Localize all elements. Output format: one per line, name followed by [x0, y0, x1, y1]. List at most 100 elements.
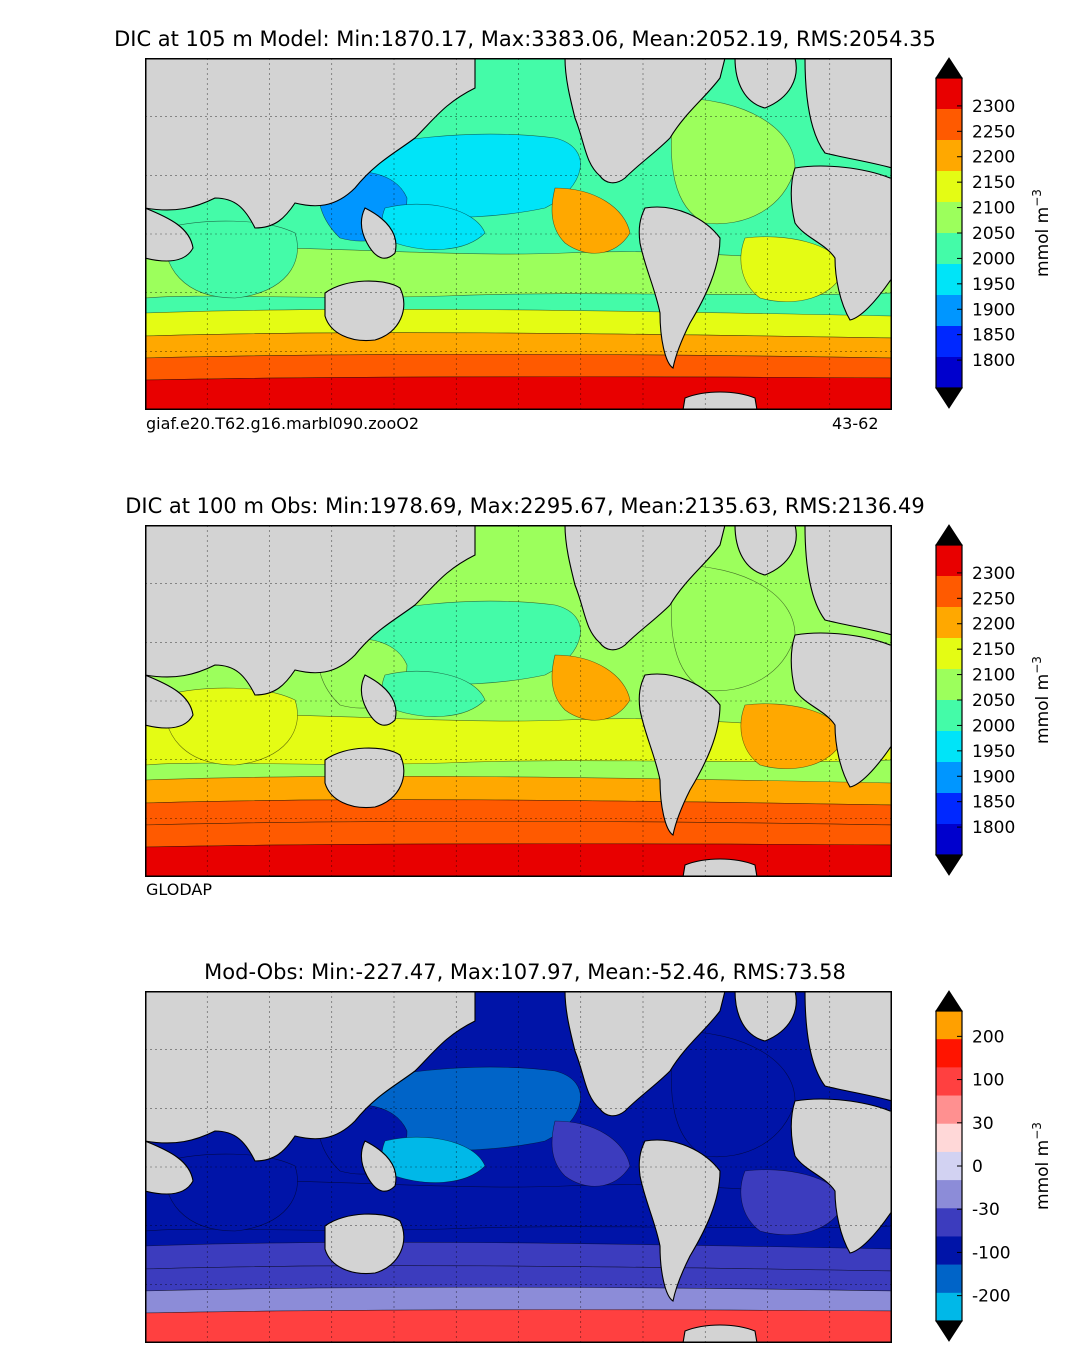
land-greenland	[734, 58, 797, 109]
colorbar-extend-min	[935, 854, 963, 876]
colorbar-tick-label: 100	[972, 1071, 1004, 1091]
colorbar-tick-label: 2100	[972, 199, 1015, 219]
panel-3-map	[145, 991, 892, 1343]
colorbar-band	[936, 669, 962, 701]
colorbar-tick-label: -200	[972, 1287, 1011, 1307]
ocean-region-south-atlantic	[740, 1169, 846, 1236]
colorbar-tick-label: 2150	[972, 173, 1015, 193]
colorbar-tick-label: 1850	[972, 326, 1015, 346]
land-southeast-asia	[360, 674, 397, 726]
land-antarctica-piece	[682, 1324, 758, 1343]
colorbar-band	[936, 607, 962, 639]
land-arabia-africa-rim	[145, 1140, 194, 1195]
panel-2-map	[145, 525, 892, 877]
colorbar-band	[936, 793, 962, 825]
panel-2-case-label: GLODAP	[146, 880, 212, 899]
colorbar-tick-label: 1900	[972, 300, 1015, 320]
land-greenland	[734, 525, 797, 576]
colorbar-band	[936, 1039, 962, 1068]
colorbar-tick-label: 2200	[972, 615, 1015, 635]
colorbar-band	[936, 1208, 962, 1237]
colorbar-tick-label: 1850	[972, 793, 1015, 813]
colorbar-tick-label: 200	[972, 1027, 1004, 1047]
land-arabia-africa-rim	[145, 207, 194, 262]
colorbar-band	[936, 731, 962, 763]
land-north-america	[564, 991, 726, 1117]
colorbar-tick-label: 30	[972, 1114, 994, 1134]
land-australia	[324, 1213, 405, 1275]
colorbar-tick-label: 2100	[972, 666, 1015, 686]
ocean-region-south-atlantic	[740, 703, 846, 770]
ocean-region-indian-ocean	[164, 687, 298, 766]
colorbar-tick-label: 1800	[972, 351, 1015, 371]
colorbar-tick-label: 1950	[972, 742, 1015, 762]
panel-2-colorbar: 2300 2250 2200 2150 2100 2050 2000 1950 1900 1850…	[935, 524, 1053, 876]
land-europe-east	[804, 525, 892, 636]
colorbar-tick-label: 2250	[972, 589, 1015, 609]
colorbar-band	[936, 1236, 962, 1265]
panel-1-case-label: giaf.e20.T62.g16.marbl090.zooO2	[146, 414, 420, 433]
colorbar-band	[936, 264, 962, 296]
ocean-region-east-pacific-upwelling	[551, 654, 631, 721]
colorbar-extend-max	[935, 990, 963, 1012]
colorbar-band	[936, 1264, 962, 1294]
land-asia-europe	[145, 525, 476, 696]
land-south-america	[638, 206, 721, 369]
colorbar-band	[936, 1292, 962, 1322]
land-greenland	[734, 991, 797, 1042]
land-australia	[324, 280, 405, 342]
colorbar-tick-label: 1800	[972, 818, 1015, 838]
colorbar-extend-min	[935, 387, 963, 409]
colorbar-tick-label: 2000	[972, 716, 1015, 736]
ocean-region-north-atlantic	[670, 1030, 796, 1158]
ocean-region-north-atlantic	[670, 564, 796, 692]
panel-3-title: Mod-Obs: Min:-227.47, Max:107.97, Mean:-…	[204, 960, 846, 984]
land-asia-europe	[145, 991, 476, 1162]
land-africa	[790, 1098, 892, 1254]
colorbar-tick-label: 2300	[972, 564, 1015, 584]
colorbar-band	[936, 1011, 962, 1040]
panel-3-colorbar: 200 100 30 0 -30 -100 -200 mmol m−3	[935, 990, 1053, 1342]
colorbar-tick-label: 2300	[972, 97, 1015, 117]
colorbar-band	[936, 1067, 962, 1096]
colorbar-extend-min	[935, 1320, 963, 1342]
colorbar-band	[936, 576, 962, 608]
colorbar-unit-label: mmol m−3	[1030, 656, 1053, 744]
colorbar-tick-label: 0	[972, 1157, 983, 1177]
colorbar-tick-label: 1950	[972, 275, 1015, 295]
land-arabia-africa-rim	[145, 674, 194, 729]
colorbar-band	[936, 762, 962, 794]
panel-1-colorbar: 2300 2250 2200 2150 2100 2050 2000 1950 1900 1850…	[935, 57, 1053, 409]
panel-1-map	[145, 58, 892, 410]
colorbar-band	[936, 1123, 962, 1153]
colorbar-band	[936, 824, 962, 856]
colorbar-band	[936, 545, 962, 577]
colorbar-tick-label: 2050	[972, 691, 1015, 711]
colorbar-band	[936, 1180, 962, 1209]
map-frame	[145, 525, 892, 877]
colorbar-band	[936, 357, 962, 389]
colorbar-unit-label: mmol m−3	[1030, 1122, 1053, 1210]
colorbar-band	[936, 326, 962, 358]
ocean-region-indian-ocean	[164, 220, 298, 299]
panel-2-title: DIC at 100 m Obs: Min:1978.69, Max:2295.…	[125, 494, 925, 518]
land-africa	[790, 632, 892, 788]
colorbar-band	[936, 78, 962, 110]
colorbar-band	[936, 638, 962, 670]
colorbar-band	[936, 233, 962, 265]
ocean-region-south-atlantic	[740, 236, 846, 303]
colorbar-tick-label: 2200	[972, 148, 1015, 168]
land-europe-east	[804, 58, 892, 169]
colorbar-extend-max	[935, 57, 963, 79]
land-south-america	[638, 1139, 721, 1302]
land-australia	[324, 747, 405, 809]
land-africa	[790, 165, 892, 321]
land-antarctica-piece	[682, 858, 758, 877]
map-frame	[145, 991, 892, 1343]
ocean-region-north-atlantic	[670, 97, 796, 225]
panel-1-title: DIC at 105 m Model: Min:1870.17, Max:338…	[114, 27, 936, 51]
land-europe-east	[804, 991, 892, 1102]
colorbar-tick-label: -30	[972, 1200, 1000, 1220]
ocean-region-east-pacific-upwelling	[551, 1120, 631, 1187]
land-north-america	[564, 525, 726, 651]
